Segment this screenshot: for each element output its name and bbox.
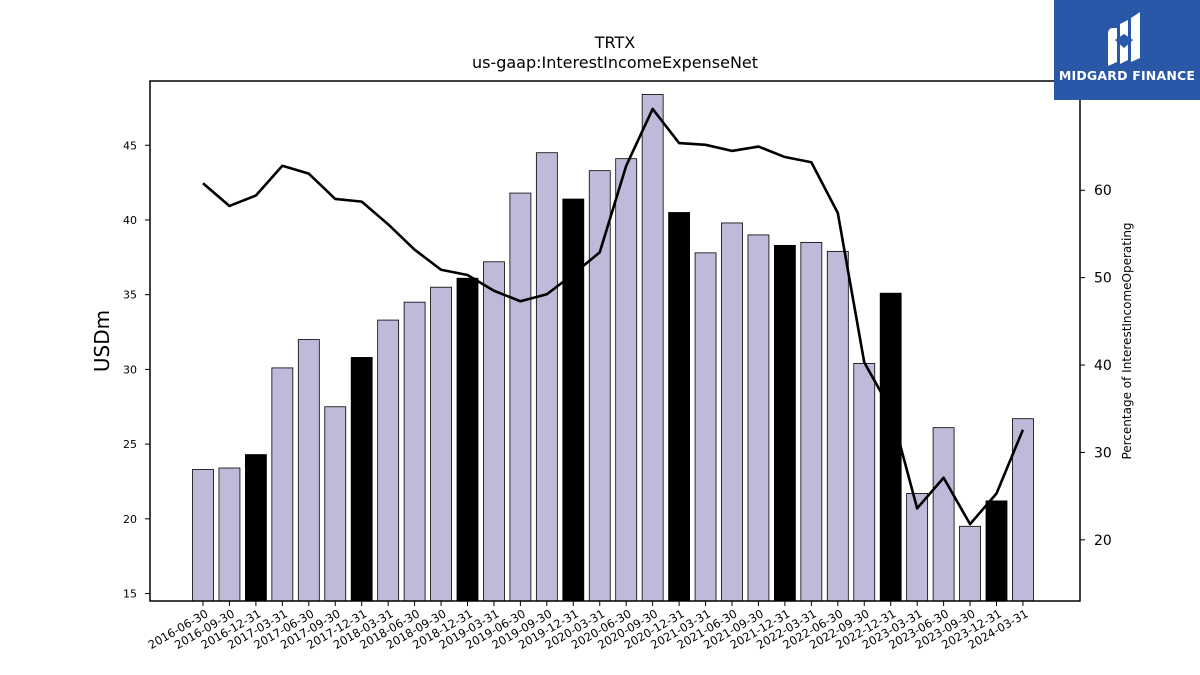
y-tick-label: 30 (123, 363, 137, 376)
bar (853, 363, 876, 602)
chart-title: TRTX (594, 33, 636, 52)
y2-tick-label: 50 (1094, 271, 1112, 287)
logo-text: MIDGARD FINANCE (1058, 68, 1196, 83)
bar (985, 500, 1008, 602)
bar (377, 319, 400, 602)
bar (483, 261, 505, 602)
line-series (202, 107, 1025, 526)
bar (509, 192, 532, 602)
plot-frame (149, 80, 1081, 602)
y2-tick-label: 30 (1094, 445, 1112, 461)
logo-mark-icon (1108, 12, 1140, 66)
y-tick-label: 40 (123, 214, 137, 227)
y-tick-label: 15 (123, 588, 137, 601)
y-tick-label: 35 (123, 289, 137, 302)
bar (641, 94, 664, 602)
bar (800, 241, 823, 602)
bar (668, 212, 690, 602)
y-tick-label: 25 (123, 438, 137, 451)
bar (826, 250, 849, 602)
y-tick-label: 20 (123, 513, 137, 526)
bar (774, 244, 796, 602)
bar (192, 469, 214, 602)
y2-tick-label: 60 (1094, 183, 1112, 199)
bar (932, 427, 955, 602)
bar (562, 198, 585, 602)
bar (456, 277, 479, 602)
bar-series (192, 94, 1034, 602)
y-axis-label: USDm (90, 310, 114, 372)
bar (297, 339, 320, 602)
bar (694, 252, 717, 602)
bar (721, 222, 743, 602)
y2-tick-label: 40 (1094, 358, 1112, 374)
bar (615, 158, 638, 602)
bar (430, 286, 452, 602)
bar (218, 467, 241, 602)
bar (271, 367, 294, 602)
y2-tick-label: 20 (1094, 533, 1112, 549)
bar (324, 406, 347, 602)
line-series-path (202, 107, 1025, 526)
bar (959, 525, 981, 602)
chart-subtitle: us-gaap:InterestIncomeExpenseNet (472, 53, 758, 72)
bar (535, 152, 558, 602)
y2-axis-label: Percentage of InterestIncomeOperating (1120, 222, 1134, 459)
bar (244, 454, 267, 602)
logo: MIDGARD FINANCE (1054, 0, 1200, 100)
bar (588, 170, 611, 602)
bar (403, 301, 426, 602)
y-tick-label: 45 (123, 139, 137, 152)
bar (747, 234, 770, 602)
bar (350, 357, 373, 602)
bar (879, 292, 902, 602)
